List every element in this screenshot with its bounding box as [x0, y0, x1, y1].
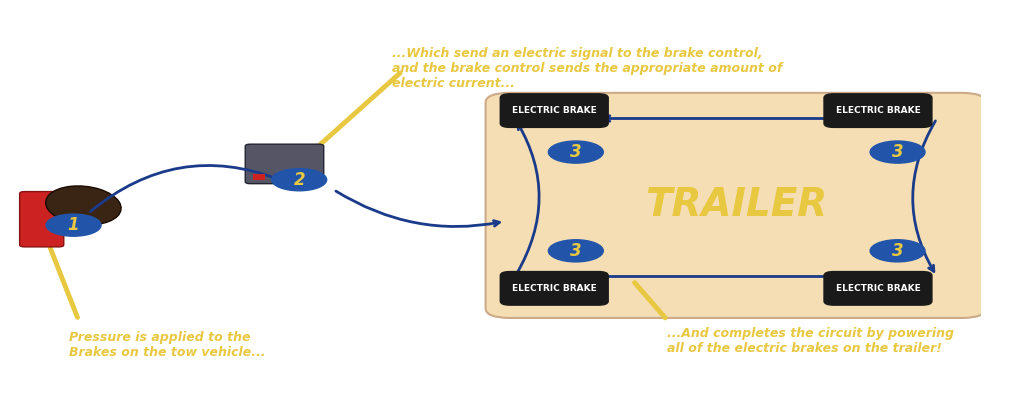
Text: ...And completes the circuit by powering
all of the electric brakes on the trail: ...And completes the circuit by powering…: [668, 327, 954, 356]
FancyBboxPatch shape: [486, 93, 986, 318]
Circle shape: [549, 141, 604, 163]
FancyBboxPatch shape: [824, 272, 932, 305]
Bar: [253, 174, 265, 180]
Text: 3: 3: [570, 242, 581, 260]
FancyBboxPatch shape: [824, 94, 932, 128]
FancyBboxPatch shape: [245, 144, 324, 184]
Text: 3: 3: [892, 143, 903, 161]
FancyBboxPatch shape: [500, 272, 609, 305]
Text: ELECTRIC BRAKE: ELECTRIC BRAKE: [835, 284, 920, 293]
Circle shape: [271, 169, 327, 191]
Circle shape: [46, 214, 101, 236]
Text: 3: 3: [892, 242, 903, 260]
Text: 3: 3: [570, 143, 581, 161]
Circle shape: [870, 141, 925, 163]
Ellipse shape: [46, 186, 121, 225]
Text: ...Which send an electric signal to the brake control,
and the brake control sen: ...Which send an electric signal to the …: [392, 47, 782, 90]
FancyBboxPatch shape: [500, 94, 609, 128]
FancyBboxPatch shape: [19, 192, 64, 247]
Text: ELECTRIC BRAKE: ELECTRIC BRAKE: [512, 284, 596, 293]
Text: Pressure is applied to the
Brakes on the tow vehicle...: Pressure is applied to the Brakes on the…: [69, 331, 265, 359]
Text: 1: 1: [68, 216, 79, 234]
Text: ELECTRIC BRAKE: ELECTRIC BRAKE: [835, 106, 920, 115]
Text: 2: 2: [294, 171, 305, 189]
Text: ELECTRIC BRAKE: ELECTRIC BRAKE: [512, 106, 596, 115]
Circle shape: [549, 240, 604, 262]
Circle shape: [870, 240, 925, 262]
Text: TRAILER: TRAILER: [645, 186, 827, 224]
